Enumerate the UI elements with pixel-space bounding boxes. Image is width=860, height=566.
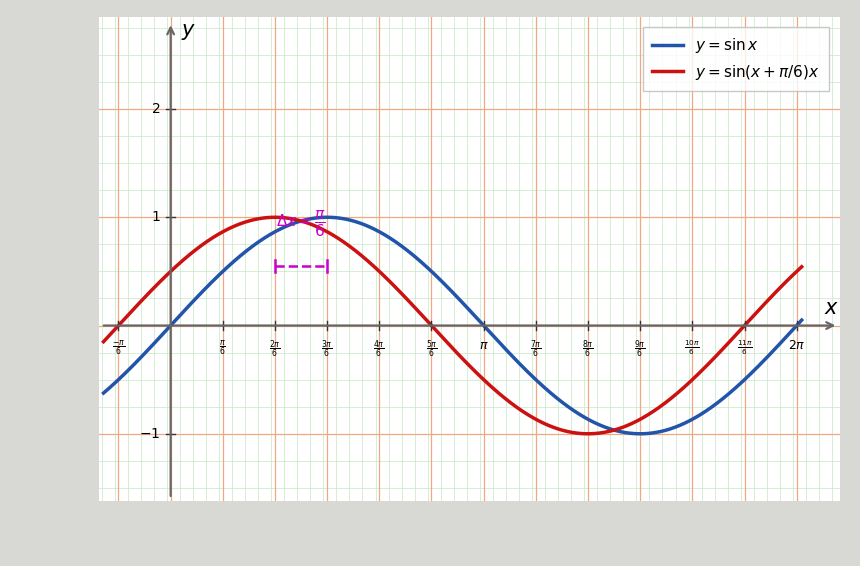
- Text: $y$: $y$: [181, 23, 196, 42]
- Text: $\frac{-\pi}{6}$: $\frac{-\pi}{6}$: [112, 338, 125, 357]
- Text: $\frac{3\pi}{6}$: $\frac{3\pi}{6}$: [322, 338, 333, 360]
- Text: $\frac{7\pi}{6}$: $\frac{7\pi}{6}$: [530, 338, 542, 360]
- Text: $\frac{4\pi}{6}$: $\frac{4\pi}{6}$: [373, 338, 385, 360]
- Text: $\frac{11\pi}{6}$: $\frac{11\pi}{6}$: [737, 338, 752, 357]
- Text: $\frac{8\pi}{6}$: $\frac{8\pi}{6}$: [582, 338, 594, 360]
- Legend: $y = \sin x$, $y = \sin(x + \pi/6)x$: $y = \sin x$, $y = \sin(x + \pi/6)x$: [643, 27, 829, 91]
- Text: $-1$: $-1$: [139, 427, 161, 441]
- Text: $2$: $2$: [151, 102, 161, 116]
- Text: $1$: $1$: [151, 210, 161, 224]
- Text: $\frac{2\pi}{6}$: $\frac{2\pi}{6}$: [269, 338, 281, 360]
- Text: $\pi$: $\pi$: [479, 338, 488, 351]
- Text: $\frac{10\pi}{6}$: $\frac{10\pi}{6}$: [685, 338, 700, 357]
- Text: $2\pi$: $2\pi$: [788, 338, 806, 351]
- Text: $\Delta x{=}\dfrac{\pi}{6}$: $\Delta x{=}\dfrac{\pi}{6}$: [276, 209, 326, 239]
- Text: $\frac{9\pi}{6}$: $\frac{9\pi}{6}$: [635, 338, 646, 360]
- Text: $x$: $x$: [824, 298, 839, 318]
- Text: $\frac{5\pi}{6}$: $\frac{5\pi}{6}$: [426, 338, 438, 360]
- Text: $\frac{\pi}{6}$: $\frac{\pi}{6}$: [219, 338, 226, 357]
